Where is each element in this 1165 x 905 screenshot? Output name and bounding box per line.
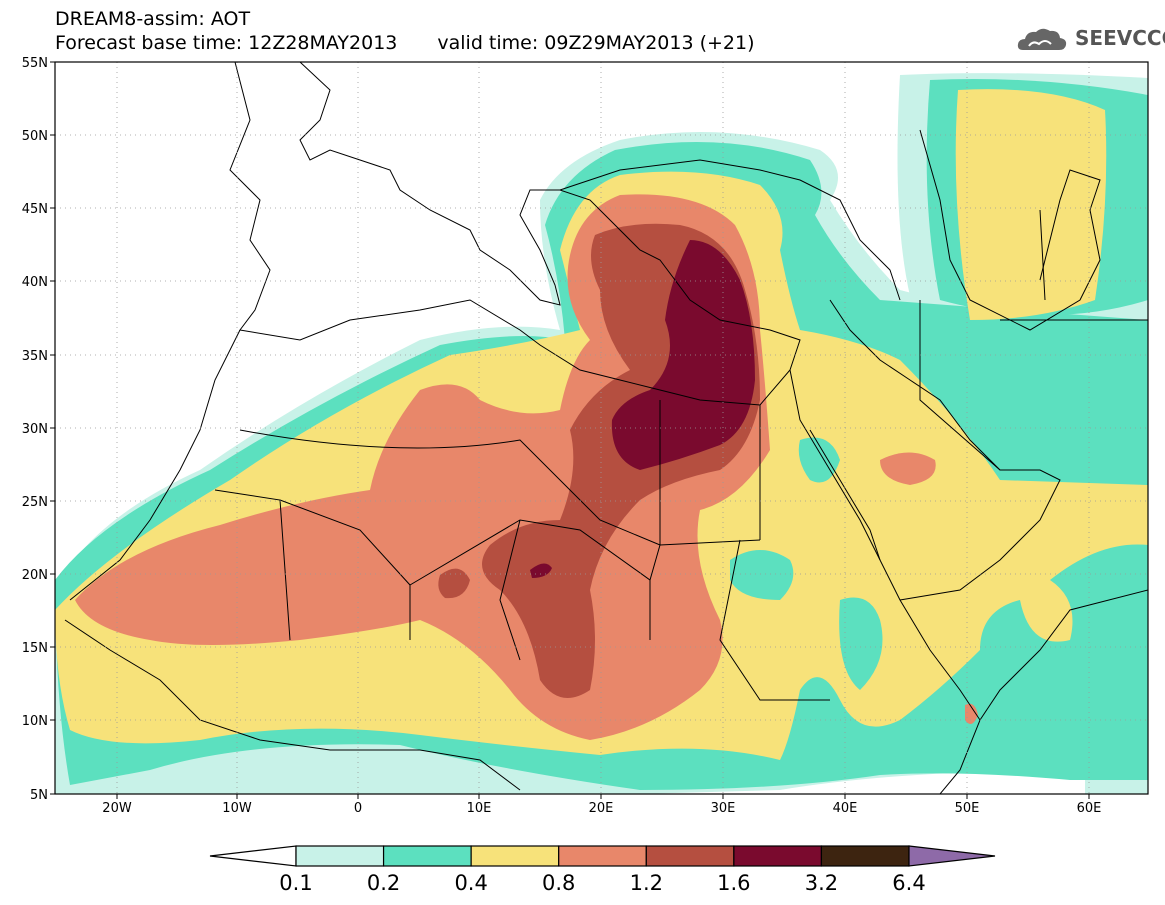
colorbar-bin: [382, 845, 472, 867]
lon-label: 0: [354, 801, 362, 816]
lon-label: 50E: [955, 801, 980, 816]
cloud-icon: [1017, 28, 1067, 50]
grid-lines: [55, 62, 1148, 794]
base-time-label: Forecast base time: 12Z28MAY2013: [55, 32, 398, 54]
colorbar-bin: [558, 845, 647, 867]
lat-label: 55N: [22, 56, 48, 71]
colorbar-bin: [733, 845, 823, 867]
colorbar-bin: [645, 845, 735, 867]
colorbar-label: 3.2: [805, 871, 838, 895]
colorbar-bin: [470, 845, 560, 867]
lat-label: 45N: [22, 202, 48, 217]
lat-label: 10N: [22, 714, 48, 729]
aot-level-0.8: [75, 194, 978, 740]
lon-label: 10E: [467, 801, 492, 816]
lon-label: 30E: [711, 801, 736, 816]
colorbar-label: 0.2: [367, 871, 400, 895]
lat-label: 25N: [22, 495, 48, 510]
lon-label: 20E: [589, 801, 614, 816]
lat-label: 35N: [22, 349, 48, 364]
latitude-labels: 55N 50N 45N 40N 35N 30N 25N 20N 15N 10N 5N: [22, 56, 55, 803]
lat-label: 30N: [22, 422, 48, 437]
time-info: Forecast base time: 12Z28MAY2013 valid ti…: [55, 32, 755, 54]
colorbar-under: [209, 845, 297, 867]
coastlines: [64, 62, 1148, 794]
map-title: DREAM8-assim: AOT: [55, 8, 251, 30]
lat-label: 15N: [22, 641, 48, 656]
longitude-labels: 20W 10W 0 10E 20E 30E 40E 50E 60E: [102, 794, 1101, 816]
lon-label: 60E: [1077, 801, 1102, 816]
lat-label: 40N: [22, 275, 48, 290]
colorbar-over: [908, 845, 996, 867]
colorbar-label: 6.4: [892, 871, 925, 895]
colorbar-bin: [820, 845, 910, 867]
logo-text: SEEVCCC: [1075, 26, 1165, 50]
colorbar: 0.1 0.2 0.4 0.8 1.2 1.6 3.2 6.4: [209, 845, 996, 895]
lat-label: 20N: [22, 568, 48, 583]
colorbar-bin: [295, 845, 385, 867]
lon-label: 10W: [222, 801, 252, 816]
lat-label: 50N: [22, 129, 48, 144]
lon-label: 20W: [102, 801, 132, 816]
lat-label: 5N: [30, 788, 48, 803]
colorbar-label: 1.2: [630, 871, 663, 895]
colorbar-label: 0.1: [279, 871, 312, 895]
colorbar-label: 1.6: [717, 871, 750, 895]
colorbar-label: 0.8: [542, 871, 575, 895]
lon-label: 40E: [833, 801, 858, 816]
colorbar-label: 0.4: [454, 871, 487, 895]
valid-time-label: valid time: 09Z29MAY2013 (+21): [437, 32, 755, 54]
aot-field: [55, 62, 1148, 794]
